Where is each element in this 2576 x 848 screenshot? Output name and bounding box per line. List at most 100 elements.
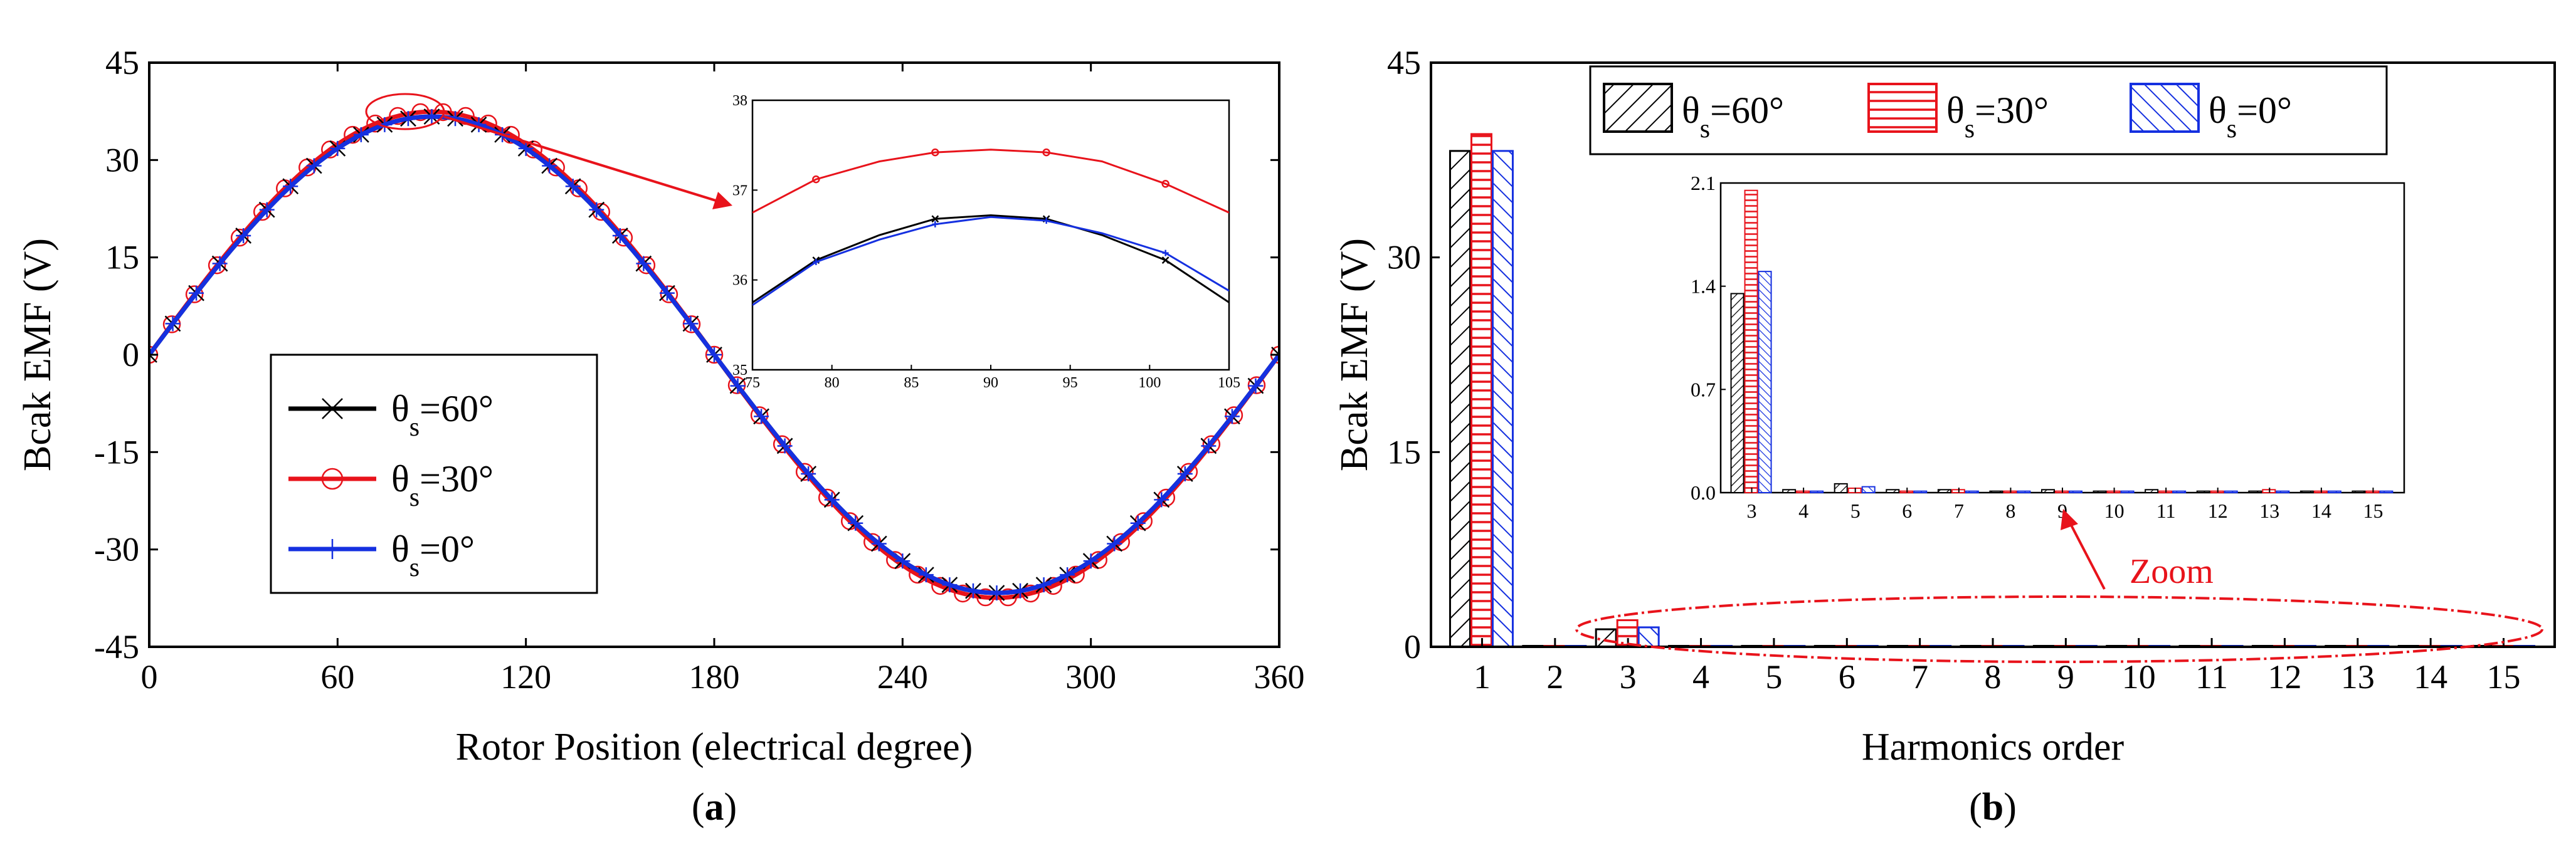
legend-item-2-label: θs=0° <box>391 528 475 582</box>
series-1-point <box>660 285 678 303</box>
series-2-point <box>801 466 816 482</box>
series-2-point <box>1130 515 1146 531</box>
series-2-point <box>1013 583 1028 599</box>
inset-bar-0-h14 <box>2299 490 2314 494</box>
series-2-point <box>212 256 228 271</box>
inset-x-tick-label: 13 <box>2259 500 2279 522</box>
series-2-point <box>683 316 699 332</box>
panel-b-zoom-ellipse <box>1575 595 2543 663</box>
panel-a-caption: (a) <box>692 786 737 829</box>
series-0-point-stroke <box>1271 347 1279 356</box>
inset-series-0-point-stroke <box>1161 256 1169 264</box>
series-2-point <box>306 158 322 174</box>
inset-bar-0-h12 <box>2196 490 2210 494</box>
inset-y-tick-label: 1.4 <box>1691 275 1716 298</box>
inset-series-1-point <box>1042 148 1050 157</box>
series-2-point <box>424 108 440 124</box>
x-tick-label: 60 <box>320 658 354 696</box>
series-1-point <box>773 435 791 454</box>
series-1-point <box>208 256 226 275</box>
inset-x-tick-label: 85 <box>904 375 919 391</box>
inset-bar-0-h13 <box>2248 490 2262 494</box>
panel-a-zoom-arrow <box>443 115 721 203</box>
inset-bar-2-h3 <box>1758 271 1772 493</box>
inset-y-tick-label: 2.1 <box>1691 172 1716 194</box>
series-2-point <box>918 567 934 583</box>
x-tick-label: 0 <box>141 658 158 696</box>
legend-item-1-label: θs=30° <box>1946 90 2049 144</box>
panel-a-x-axis-label: Rotor Position (electrical degree) <box>456 726 973 768</box>
panel-a-y-axis-label: Bcak EMF (V) <box>16 238 59 471</box>
series-2-point <box>659 285 675 301</box>
legend-item-1-label-main: θ <box>391 458 409 500</box>
inset-x-tick-label: 105 <box>1218 375 1240 391</box>
legend-marker-0 <box>322 398 343 419</box>
series-2-point <box>283 179 298 194</box>
inset-bar-0-h4 <box>1782 489 1797 493</box>
series-2-point <box>518 140 534 156</box>
legend-item-0-label: θs=60° <box>1682 90 1784 144</box>
panel-a-zoom-arrowhead <box>712 192 732 209</box>
x-tick-label: 3 <box>1620 658 1637 696</box>
series-2-point <box>165 316 181 332</box>
y-tick-label: 0 <box>122 336 139 374</box>
panel-b-inset-bars <box>1730 189 2394 494</box>
series-2-point <box>589 202 604 217</box>
series-2-point <box>1177 466 1193 482</box>
series-1-point <box>1225 406 1243 424</box>
x-tick-label: 5 <box>1765 658 1782 696</box>
inset-y-tick-label: 38 <box>732 93 747 109</box>
series-2-point <box>707 347 722 362</box>
legend-item-2-label-rest: =0° <box>420 528 475 570</box>
y-tick-label: 0 <box>1404 628 1421 666</box>
panel-b-inset-y-ticks: 2.1 1.4 0.7 0.0 <box>1691 172 1726 504</box>
x-tick-label: 180 <box>689 658 740 696</box>
legend-item-1-label-rest: =30° <box>1975 90 2049 131</box>
x-tick-label: 360 <box>1254 658 1305 696</box>
inset-x-tick-label: 15 <box>2363 500 2383 522</box>
inset-series-line-1 <box>752 149 1229 214</box>
inset-bar-2-h8 <box>2017 490 2031 494</box>
series-1-point <box>1202 435 1221 454</box>
panel-a-zoom-ellipse <box>365 93 445 130</box>
legend-swatch-0 <box>1603 83 1673 133</box>
inset-bar-0-h5 <box>1834 483 1848 494</box>
series-2-point <box>636 256 652 271</box>
series-2-point <box>730 378 746 394</box>
panel-b-zoom-label: Zoom <box>2130 552 2214 591</box>
series-2-point <box>1248 378 1264 394</box>
x-tick-label: 13 <box>2341 658 2375 696</box>
legend-item-1-label: θs=30° <box>391 458 494 512</box>
inset-series-line-0 <box>752 214 1229 303</box>
y-tick-label: 30 <box>105 141 139 179</box>
x-tick-label: 15 <box>2487 658 2521 696</box>
series-1-point <box>253 202 272 221</box>
panel-a-legend-box <box>270 353 598 594</box>
series-1-point <box>434 103 452 122</box>
legend-item-0-label-sub: s <box>409 413 420 442</box>
panel-a-series <box>149 103 1279 607</box>
inset-bar-2-h7 <box>1965 490 1979 494</box>
panel-b-legend-box <box>1589 65 2388 155</box>
legend-marker-0-stroke <box>322 398 343 419</box>
legend-item-2-label-main: θ <box>391 528 409 570</box>
x-tick-label: 4 <box>1692 658 1709 696</box>
inset-bar-0-h11 <box>2145 489 2159 493</box>
legend-item-0-label-main: θ <box>391 388 409 429</box>
legend-item-1-label-sub: s <box>1965 115 1975 144</box>
panel-a-y-ticks: 45 30 15 0 -15 -30 -45 <box>94 44 1279 666</box>
panel-b-inset-frame <box>1719 182 2405 494</box>
series-1-point <box>185 285 204 303</box>
inset-series-2-point <box>932 221 939 228</box>
x-tick-label: 12 <box>2267 658 2301 696</box>
inset-bar-2-h11 <box>2172 490 2187 494</box>
inset-bar-0-h15 <box>2352 490 2366 494</box>
bar-2-h1 <box>1491 150 1514 648</box>
legend-item-2-label: θs=0° <box>2209 90 2292 144</box>
x-tick-label: 240 <box>877 658 928 696</box>
panel-a-legend: θs=60°θs=30°θs=0° <box>270 353 598 594</box>
panel-a-inset-frame <box>751 99 1230 371</box>
inset-bar-2-h15 <box>2379 490 2394 494</box>
inset-x-tick-label: 6 <box>1902 500 1912 522</box>
